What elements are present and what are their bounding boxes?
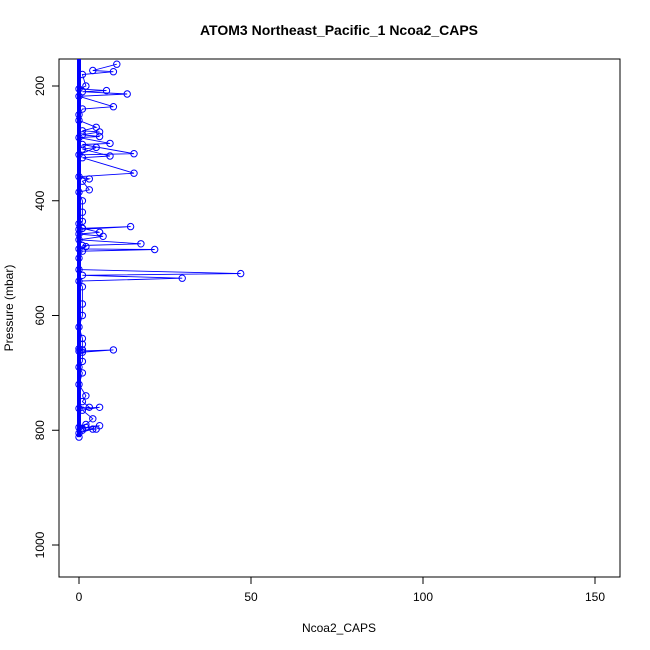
data-point <box>89 66 97 75</box>
data-point <box>99 232 107 241</box>
data-point <box>106 139 114 148</box>
data-point <box>178 274 186 282</box>
y-axis-label: Pressure (mbar) <box>2 265 16 352</box>
y-tick-label: 800 <box>33 420 47 440</box>
data-point <box>109 68 118 76</box>
data-point <box>151 245 159 254</box>
data-point <box>130 169 138 177</box>
data-point <box>95 403 104 411</box>
data-point <box>92 425 100 433</box>
data-point <box>82 242 90 251</box>
y-tick-label: 1000 <box>33 531 47 558</box>
y-axis: 200 400 600 800 1000 <box>33 76 60 558</box>
data-point <box>85 186 94 194</box>
x-axis-label: Ncoa2_CAPS <box>302 621 376 635</box>
x-tick-label: 150 <box>585 590 605 604</box>
data-point <box>85 175 94 183</box>
plot-area <box>75 59 245 441</box>
y-tick-label: 400 <box>33 190 47 210</box>
data-point <box>89 425 97 433</box>
data-point <box>95 132 104 141</box>
data-point <box>85 403 94 411</box>
data-point <box>113 60 121 68</box>
y-tick-label: 600 <box>33 305 47 325</box>
data-point <box>95 128 104 136</box>
data-point <box>123 90 131 98</box>
x-axis: 0 50 100 150 <box>76 576 605 604</box>
data-point <box>92 143 100 152</box>
chart-title: ATOM3 Northeast_Pacific_1 Ncoa2_CAPS <box>200 22 478 38</box>
data-point <box>126 222 135 231</box>
x-tick-label: 50 <box>244 590 258 604</box>
x-tick-label: 100 <box>413 590 433 604</box>
y-tick-label: 200 <box>33 76 47 96</box>
data-point <box>130 150 138 158</box>
data-point <box>82 392 90 400</box>
data-point <box>109 103 118 111</box>
data-point <box>106 152 114 160</box>
data-point <box>137 240 145 248</box>
data-point <box>82 82 90 90</box>
data-point <box>109 346 118 354</box>
x-tick-label: 0 <box>76 590 83 604</box>
data-point <box>89 415 97 423</box>
dense-points-band <box>77 59 81 438</box>
data-point <box>102 86 111 95</box>
data-point <box>237 269 245 278</box>
